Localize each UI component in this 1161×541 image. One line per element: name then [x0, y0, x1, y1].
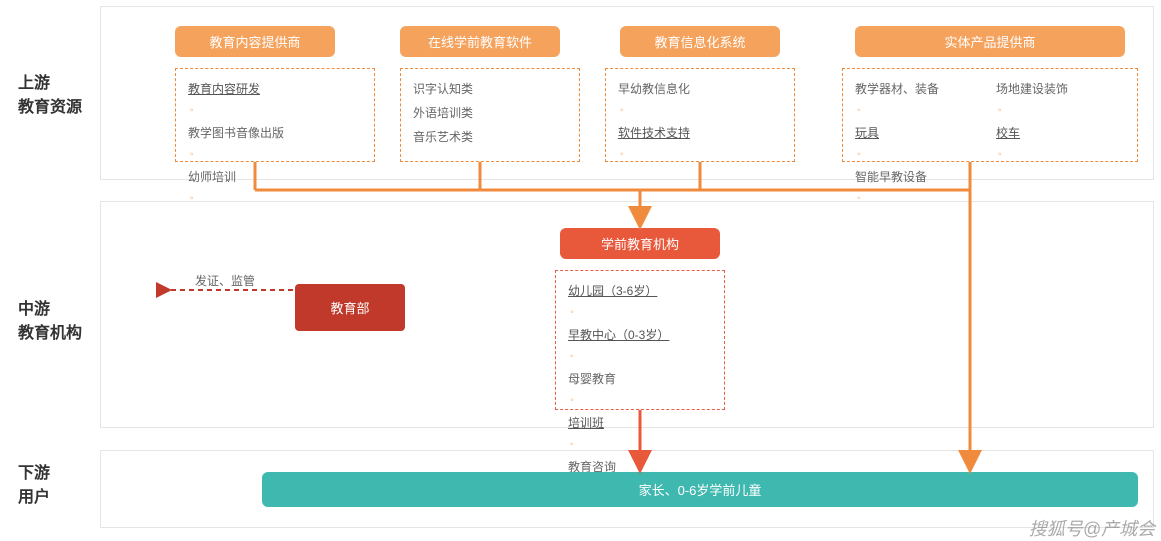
- row-midstream-label-2: 教育机构: [18, 325, 82, 342]
- upstream-box-3: 教学器材、装备 ◦玩具 ◦智能早教设备 ◦场地建设装饰 ◦校车 ◦: [842, 68, 1138, 162]
- row-midstream-label: 中游 教育机构: [18, 298, 98, 346]
- row-upstream-label: 上游 教育资源: [18, 72, 98, 120]
- row-upstream-label-1: 上游: [18, 75, 50, 92]
- upstream-box-2: 早幼教信息化 ◦软件技术支持 ◦: [605, 68, 795, 162]
- moe-caption: 发证、监管: [195, 272, 255, 289]
- upstream-box-0: 教育内容研发 ◦教学图书音像出版 ◦幼师培训 ◦: [175, 68, 375, 162]
- watermark: 搜狐号@产城会: [1029, 515, 1155, 541]
- upstream-box-1: 识字认知类外语培训类音乐艺术类: [400, 68, 580, 162]
- moe-box: 教育部: [295, 284, 405, 331]
- midstream-center-box: 幼儿园（3-6岁） ◦早教中心（0-3岁） ◦母婴教育 ◦培训班 ◦教育咨询 ◦: [555, 270, 725, 410]
- midstream-center-header: 学前教育机构: [560, 228, 720, 259]
- upstream-header-3: 实体产品提供商: [855, 26, 1125, 57]
- row-downstream-label: 下游 用户: [18, 462, 98, 510]
- row-downstream-label-1: 下游: [18, 465, 50, 482]
- upstream-header-0: 教育内容提供商: [175, 26, 335, 57]
- row-downstream-label-2: 用户: [18, 489, 50, 506]
- upstream-header-1: 在线学前教育软件: [400, 26, 560, 57]
- row-midstream-label-1: 中游: [18, 301, 50, 318]
- downstream-bar: 家长、0-6岁学前儿童: [262, 472, 1138, 507]
- row-upstream-label-2: 教育资源: [18, 99, 82, 116]
- upstream-header-2: 教育信息化系统: [620, 26, 780, 57]
